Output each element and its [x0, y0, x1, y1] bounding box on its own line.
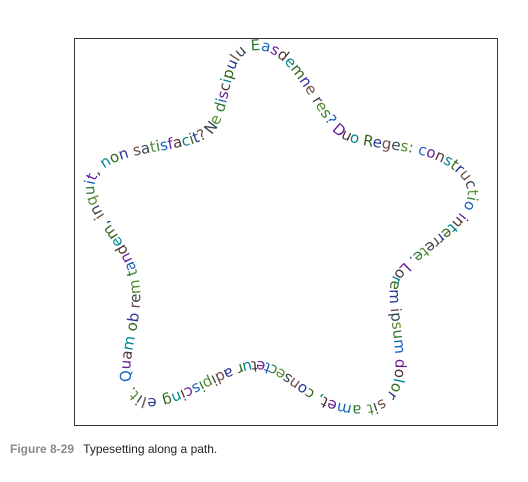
caption-label: Figure 8-29 [10, 442, 75, 456]
figure-frame: Easdemne res? Duo Reges: construc t io int… [74, 38, 498, 426]
path-text-run: Easdemne res? Duo Reges: construc t io int… [75, 39, 482, 419]
figure-caption: Figure 8-29 Typesetting along a path. [10, 442, 217, 456]
path-text: Easdemne res? Duo Reges: construc t io int… [75, 39, 482, 419]
caption-text: Typesetting along a path. [83, 442, 218, 456]
star-path-illustration: Easdemne res? Duo Reges: construc t io int… [75, 39, 482, 419]
